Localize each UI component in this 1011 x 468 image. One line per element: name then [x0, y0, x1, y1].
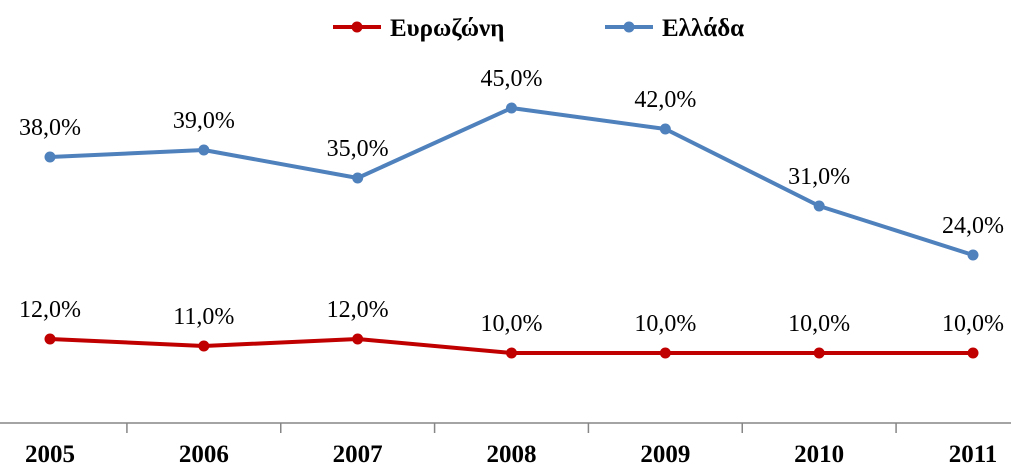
x-tick-label: 2006 — [179, 441, 229, 468]
legend: Ευρωζώνη Ελλάδα — [333, 15, 744, 42]
data-point — [659, 347, 671, 359]
data-label: 42,0% — [634, 87, 696, 113]
data-point — [813, 347, 825, 359]
legend-marker — [351, 21, 363, 33]
x-tick-label: 2005 — [25, 441, 75, 468]
x-axis: 2005 2006 2007 2008 2009 2010 2011 — [0, 422, 1011, 468]
data-label: 24,0% — [942, 213, 1004, 239]
data-point — [44, 333, 56, 345]
data-label: 31,0% — [788, 164, 850, 190]
data-point — [198, 340, 210, 352]
x-tick-label: 2011 — [949, 441, 998, 468]
data-label: 11,0% — [173, 304, 234, 330]
data-point — [352, 333, 364, 345]
data-label: 10,0% — [942, 311, 1004, 337]
data-point — [198, 144, 210, 156]
data-label: 10,0% — [788, 311, 850, 337]
legend-item: Ελλάδα — [605, 15, 744, 42]
data-label: 45,0% — [481, 66, 543, 92]
legend-label: Ευρωζώνη — [390, 15, 504, 42]
data-label: 38,0% — [19, 115, 81, 141]
legend-label: Ελλάδα — [662, 15, 744, 42]
x-tick-label: 2007 — [333, 441, 383, 468]
data-point — [506, 102, 517, 114]
data-point — [506, 347, 517, 359]
data-label: 12,0% — [327, 297, 389, 323]
legend-item: Ευρωζώνη — [333, 15, 504, 42]
data-label: 35,0% — [327, 136, 389, 162]
data-point — [813, 200, 825, 212]
data-label: 39,0% — [173, 108, 235, 134]
x-tick-label: 2009 — [640, 441, 690, 468]
data-point — [44, 151, 56, 163]
data-labels: 12,0% 11,0% 12,0% 10,0% 10,0% 10,0% 10,0% 38,0%… — [19, 66, 1004, 337]
data-label: 12,0% — [19, 297, 81, 323]
x-tick-label: 2010 — [794, 441, 844, 468]
data-point — [967, 249, 979, 261]
data-point — [352, 172, 364, 184]
data-point — [659, 123, 671, 135]
data-label: 10,0% — [634, 311, 696, 337]
series-layer — [44, 102, 979, 359]
legend-marker — [623, 21, 635, 33]
x-tick-label: 2008 — [487, 441, 537, 468]
data-point — [967, 347, 979, 359]
data-label: 10,0% — [481, 311, 543, 337]
